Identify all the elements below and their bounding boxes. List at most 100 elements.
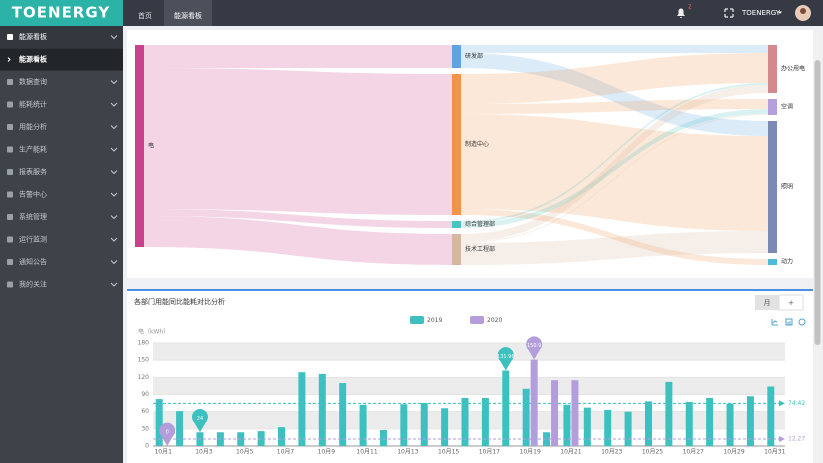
y-tick-label: 180	[138, 340, 150, 347]
menu-chevron	[110, 260, 118, 265]
menu-chevron	[110, 35, 118, 40]
grid-band	[153, 343, 785, 361]
grid-band	[153, 377, 785, 395]
tab[interactable]: 能源看板	[174, 11, 202, 20]
sankey-link	[461, 109, 768, 228]
menu-item[interactable]: 用能分析	[19, 122, 47, 131]
submenu-bg	[0, 48, 123, 71]
menu-icon	[7, 281, 13, 288]
user-caret[interactable]	[778, 11, 782, 15]
sankey-link	[461, 114, 768, 243]
line-icon[interactable]	[771, 319, 778, 326]
marker-label: 0	[166, 430, 169, 436]
menu-item[interactable]: 通知公告	[19, 257, 47, 266]
sankey-link	[144, 68, 452, 215]
sankey-link	[461, 83, 768, 223]
bar-panel-border	[127, 289, 813, 291]
bar-icon[interactable]	[785, 318, 793, 326]
sankey-node-label: 空调	[781, 103, 793, 111]
bell-icon[interactable]	[677, 8, 685, 19]
submenu-item[interactable]: 能源看板	[19, 55, 48, 64]
menu-item[interactable]: 运行监测	[19, 235, 47, 244]
bar	[481, 397, 489, 446]
scrollbar-thumb[interactable]	[814, 60, 821, 345]
sankey-node	[768, 45, 777, 93]
add-button[interactable]: +	[788, 299, 794, 307]
x-tick-label: 10月31	[764, 449, 785, 456]
tab-active-bg	[164, 0, 212, 26]
bar	[339, 383, 347, 446]
x-tick-label: 10月11	[356, 449, 377, 456]
avatar-head	[800, 8, 806, 14]
menu-icon	[7, 169, 13, 175]
marker-pin	[497, 347, 514, 371]
bar	[551, 380, 559, 446]
bar	[318, 373, 326, 446]
sankey-node	[452, 221, 461, 228]
legend-label: 2019	[427, 317, 442, 324]
x-tick-label: 10月9	[318, 449, 336, 456]
marker-pin	[191, 408, 208, 433]
bar	[461, 397, 469, 446]
sankey-node-label: 研发部	[465, 52, 483, 60]
marker-label: 24	[197, 416, 203, 422]
sankey-link	[461, 114, 768, 231]
x-tick-label: 10月15	[438, 449, 459, 456]
submenu-arrow	[7, 57, 11, 62]
menu-icon	[7, 124, 13, 130]
period-button[interactable]: 月	[764, 299, 771, 307]
menu-active-bg	[0, 26, 123, 48]
menu-icon	[7, 236, 13, 243]
sankey-node-label: 综合管理部	[465, 220, 495, 228]
y-tick-label: 60	[141, 408, 149, 415]
sankey-node-label: 电	[148, 142, 154, 150]
menu-chevron	[110, 147, 118, 152]
sankey-node-label: 照明	[781, 184, 793, 191]
bar	[767, 386, 775, 446]
menu-item[interactable]: 生产能耗	[19, 145, 47, 154]
bar	[522, 388, 530, 446]
bar	[604, 409, 612, 446]
x-tick-label: 10月3	[195, 449, 213, 456]
sankey-node	[135, 45, 144, 247]
sankey-panel	[127, 30, 813, 278]
sankey-node	[768, 121, 777, 253]
sankey-link	[461, 53, 768, 104]
restore-icon[interactable]	[798, 318, 806, 326]
user-name[interactable]: TOENERGY	[741, 9, 781, 17]
menu-item[interactable]: 系统管理	[19, 212, 47, 221]
tab[interactable]: 首页	[138, 11, 152, 20]
x-tick-label: 10月27	[683, 449, 704, 456]
sankey-link	[461, 53, 768, 136]
menu-item[interactable]: 能耗统计	[19, 100, 47, 109]
menu-item[interactable]: 能源看板	[19, 32, 47, 41]
bar	[746, 396, 754, 446]
x-tick-label: 10月1	[154, 449, 172, 456]
average-label: 74.42	[788, 400, 805, 407]
bar	[530, 359, 538, 446]
y-tick-label: 90	[141, 391, 149, 398]
sankey-node	[768, 259, 777, 265]
y-tick-label: 0	[145, 443, 149, 450]
menu-item[interactable]: 我的关注	[19, 280, 47, 289]
sankey-link	[461, 45, 768, 53]
menu-chevron	[110, 282, 118, 287]
bar	[502, 370, 510, 446]
menu-chevron	[110, 80, 118, 85]
menu-icon	[7, 191, 13, 198]
legend-swatch	[470, 316, 484, 324]
x-tick-label: 10月25	[642, 449, 663, 456]
sankey-link	[461, 85, 768, 242]
fullscreen-icon[interactable]	[724, 8, 734, 18]
x-tick-label: 10月13	[397, 449, 418, 456]
menu-item[interactable]: 报表服务	[19, 167, 47, 176]
menu-item[interactable]: 告警中心	[19, 190, 47, 199]
menu-item[interactable]: 数据查询	[19, 77, 47, 86]
sidebar	[0, 26, 123, 463]
y-tick-label: 30	[141, 425, 149, 432]
menu-chevron	[110, 102, 118, 107]
sankey-node	[452, 234, 461, 265]
legend-swatch	[410, 316, 424, 324]
x-tick-label: 10月5	[236, 449, 254, 456]
